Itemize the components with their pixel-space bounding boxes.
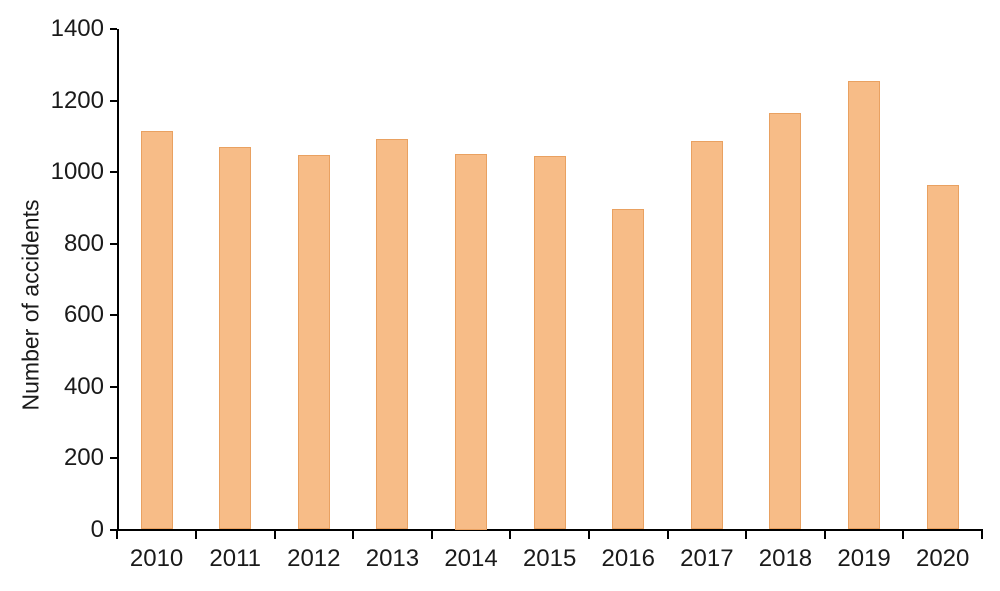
bar-2018	[769, 113, 802, 530]
y-tick-1400	[109, 28, 117, 30]
y-tick-1200	[109, 99, 117, 102]
x-tick-6	[587, 530, 590, 539]
x-tick-10	[902, 530, 905, 539]
x-tick-0	[116, 530, 119, 539]
y-tick-label-600: 600	[63, 301, 104, 328]
bar-2020	[926, 185, 959, 530]
y-axis-line	[116, 29, 119, 531]
bar-2010	[140, 130, 173, 530]
y-tick-label-800: 800	[63, 229, 104, 257]
x-tick-11	[981, 530, 983, 539]
x-tick-label-2013: 2013	[365, 545, 420, 572]
bar-2016	[612, 208, 645, 530]
bar-2011	[219, 146, 252, 530]
x-tick-3	[352, 530, 355, 539]
x-tick-9	[823, 530, 826, 539]
y-tick-label-200: 200	[63, 444, 104, 471]
y-tick-800	[109, 242, 117, 245]
x-tick-label-2019: 2019	[837, 545, 891, 572]
bar-2015	[533, 156, 566, 530]
x-tick-label-2016: 2016	[601, 545, 655, 572]
x-tick-1	[194, 530, 197, 539]
x-tick-label-2011: 2011	[209, 545, 261, 572]
x-tick-5	[509, 530, 512, 539]
y-tick-200	[109, 457, 117, 459]
x-tick-label-2018: 2018	[758, 545, 813, 572]
bar-2014	[455, 154, 488, 530]
y-tick-label-1000: 1000	[50, 158, 104, 185]
x-tick-label-2020: 2020	[915, 545, 970, 572]
x-tick-2	[273, 530, 276, 539]
x-tick-label-2012: 2012	[287, 545, 341, 572]
y-tick-label-1200: 1200	[50, 86, 104, 114]
x-tick-4	[430, 530, 433, 539]
y-tick-1000	[109, 171, 117, 173]
x-tick-label-2014: 2014	[444, 545, 498, 572]
bar-2012	[297, 154, 330, 530]
y-tick-400	[109, 385, 117, 388]
bar-2019	[848, 80, 881, 530]
y-tick-label-0: 0	[90, 515, 104, 543]
y-tick-label-1400: 1400	[50, 15, 104, 42]
y-tick-600	[109, 314, 117, 316]
x-axis-line	[116, 528, 983, 531]
x-tick-7	[666, 530, 669, 539]
x-tick-8	[745, 530, 748, 539]
y-tick-0	[109, 528, 117, 531]
x-tick-label-2015: 2015	[522, 545, 577, 572]
x-tick-label-2017: 2017	[680, 545, 734, 572]
y-tick-label-400: 400	[63, 372, 104, 400]
bar-2013	[376, 139, 409, 530]
bar-2017	[690, 141, 723, 530]
x-tick-label-2010: 2010	[129, 545, 184, 572]
